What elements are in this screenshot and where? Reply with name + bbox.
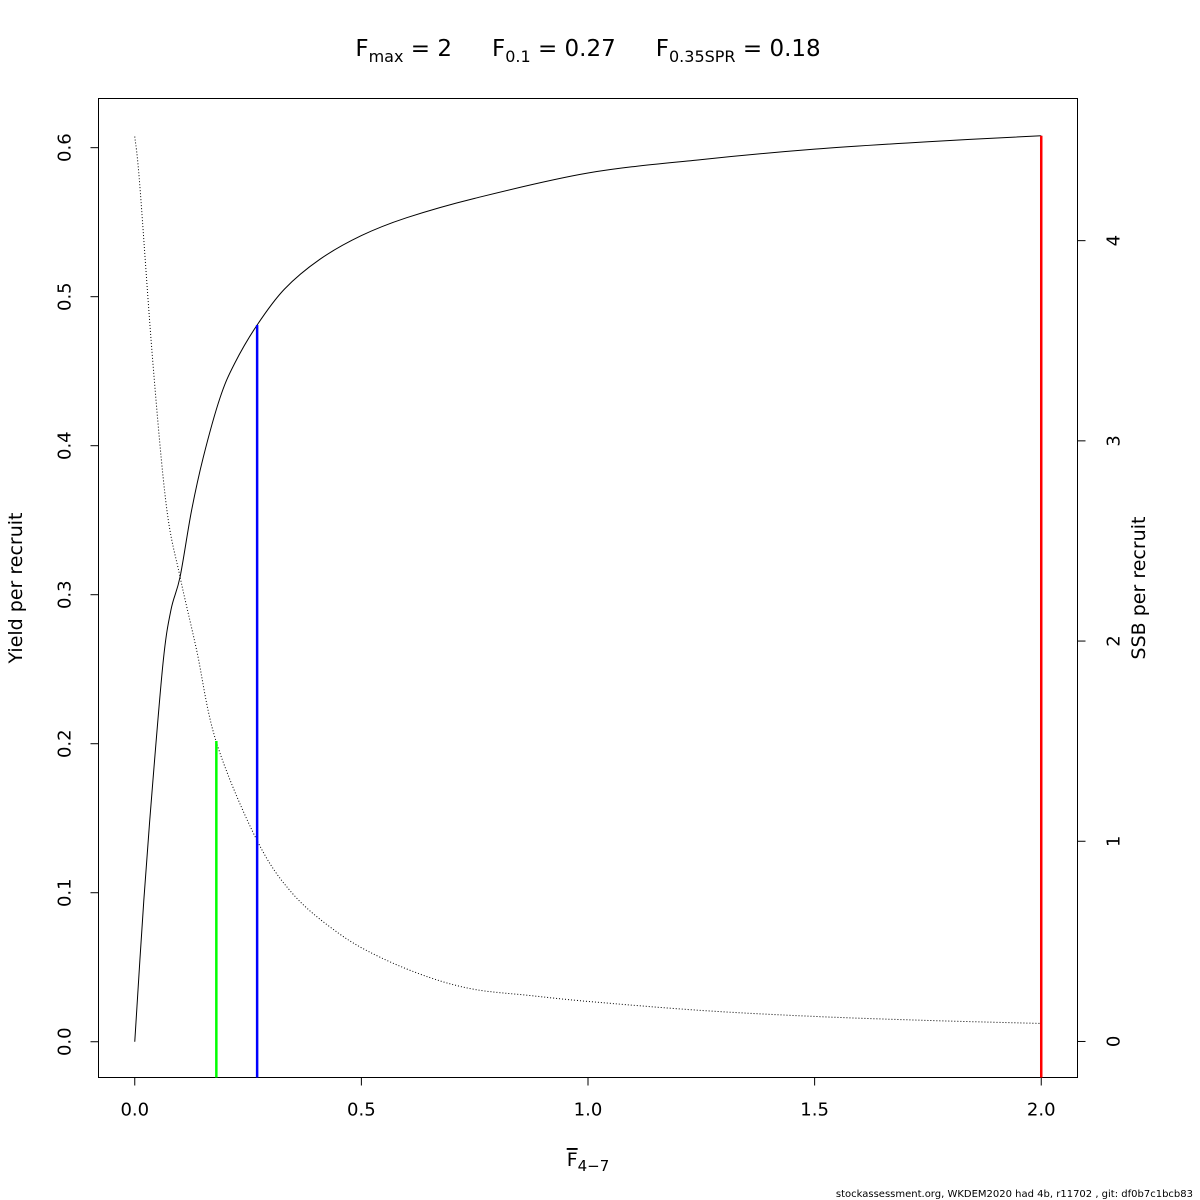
title-f01-value: = 0.27 — [531, 36, 616, 62]
title-fmax-value: = 2 — [403, 36, 452, 62]
x-label-sub: 4−7 — [578, 1157, 610, 1175]
y2-tick-label: 1 — [1104, 836, 1125, 847]
y2-tick-label: 2 — [1104, 635, 1125, 646]
y-tick-label: 0.0 — [55, 1027, 76, 1056]
title-fspr-sub: 0.35SPR — [669, 47, 736, 66]
y2-tick-label: 0 — [1104, 1036, 1125, 1047]
y-tick-label: 0.4 — [55, 431, 76, 460]
title-fspr-value: = 0.18 — [736, 36, 821, 62]
footer-text: stockassessment.org, WKDEM2020 had 4b, r… — [836, 1189, 1193, 1200]
x-label-base: F — [567, 1149, 578, 1171]
x-tick-label: 2.0 — [1027, 1100, 1056, 1121]
title-fmax-sub: max — [369, 47, 404, 66]
x-tick-label: 0.5 — [347, 1100, 376, 1121]
plot-frame — [98, 98, 1078, 1078]
y2-axis-label: SSB per recruit — [1128, 517, 1150, 660]
title-f01-sub: 0.1 — [505, 47, 530, 66]
y-tick-label: 0.3 — [55, 580, 76, 609]
x-tick-label: 1.5 — [800, 1100, 829, 1121]
y-tick-label: 0.1 — [55, 878, 76, 907]
x-axis-label: F4−7 — [567, 1149, 610, 1175]
ssb-per-recruit-line — [134, 136, 1042, 1024]
title-fspr-base: F — [656, 36, 669, 62]
y-tick-label: 0.5 — [55, 282, 76, 311]
y2-tick-label: 4 — [1104, 235, 1125, 246]
y2-tick-label: 3 — [1104, 435, 1125, 446]
x-tick-label: 1.0 — [574, 1100, 603, 1121]
yield-per-recruit-line — [134, 135, 1042, 1042]
x-tick-label: 0.0 — [120, 1100, 149, 1121]
chart-title: Fmax = 2 F0.1 = 0.27 F0.35SPR = 0.18 — [355, 36, 820, 66]
y-axis-label: Yield per recruit — [5, 513, 27, 665]
title-fmax-base: F — [355, 36, 368, 62]
title-f01-base: F — [492, 36, 505, 62]
y-tick-label: 0.2 — [55, 729, 76, 758]
y-tick-label: 0.6 — [55, 133, 76, 162]
